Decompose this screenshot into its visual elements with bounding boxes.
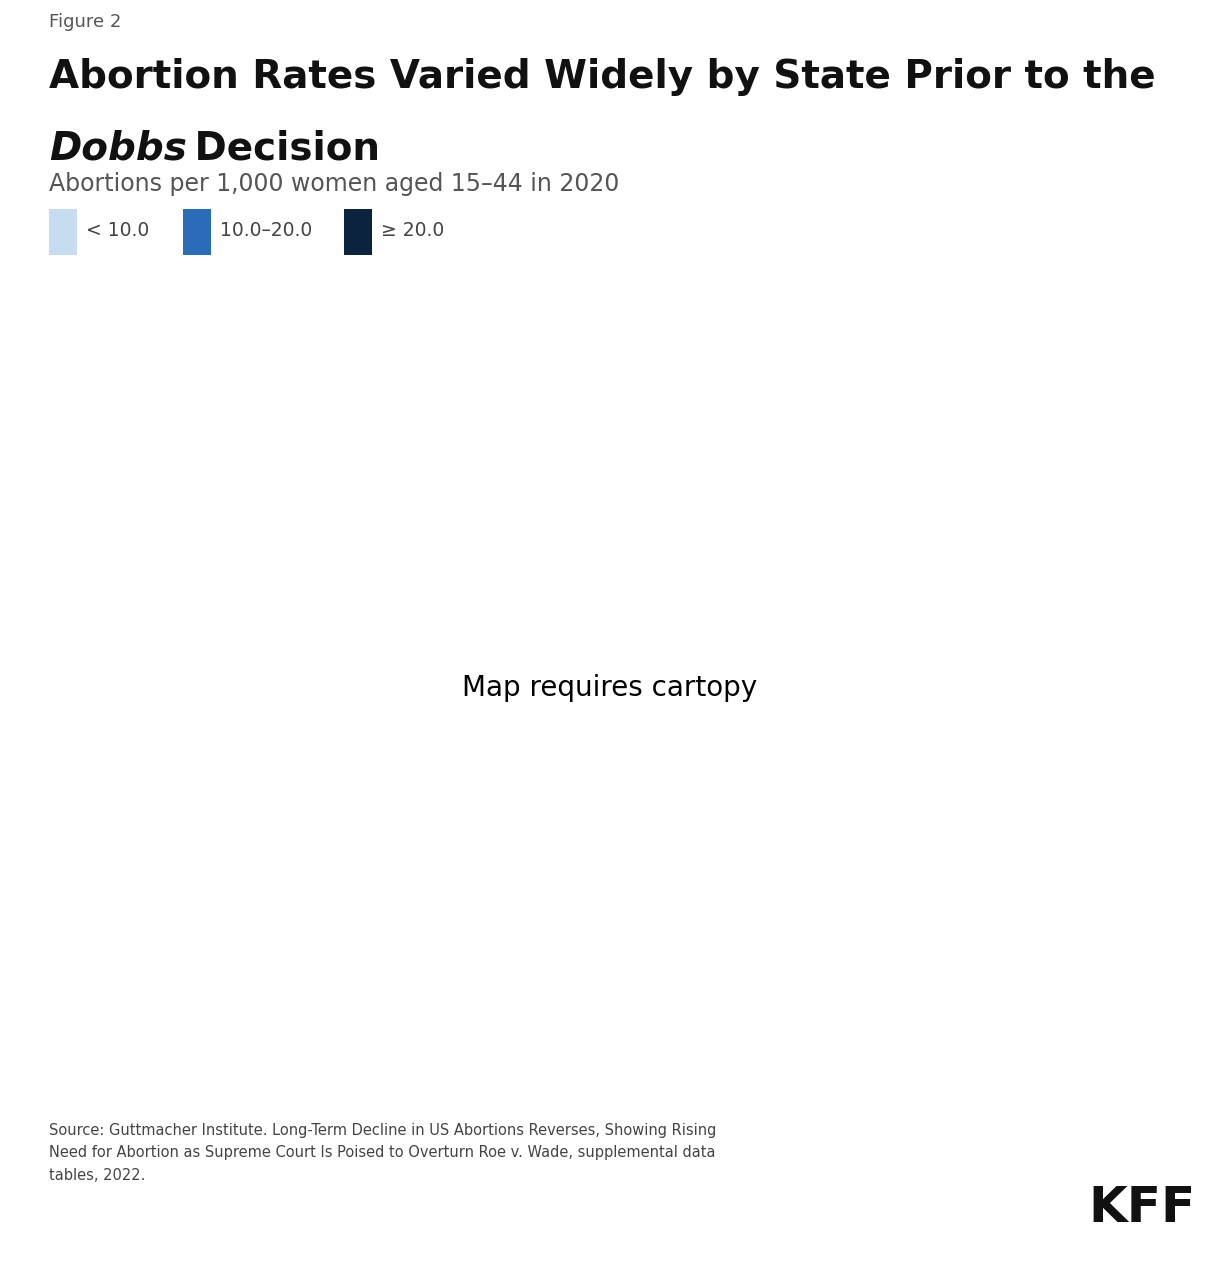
Text: 10.0–20.0: 10.0–20.0 — [220, 221, 312, 240]
Bar — [183, 209, 211, 255]
Text: Dobbs: Dobbs — [49, 130, 187, 168]
Text: Abortions per 1,000 women aged 15–44 in 2020: Abortions per 1,000 women aged 15–44 in … — [49, 172, 620, 196]
Text: Decision: Decision — [182, 130, 381, 168]
Bar — [49, 209, 77, 255]
Text: ≥ 20.0: ≥ 20.0 — [381, 221, 444, 240]
Text: < 10.0: < 10.0 — [85, 221, 149, 240]
Text: Source: Guttmacher Institute. Long-Term Decline in US Abortions Reverses, Showin: Source: Guttmacher Institute. Long-Term … — [49, 1123, 716, 1182]
Text: Figure 2: Figure 2 — [49, 13, 121, 30]
Text: Map requires cartopy: Map requires cartopy — [462, 674, 758, 702]
Text: KFF: KFF — [1088, 1184, 1196, 1232]
Bar — [344, 209, 372, 255]
Text: Abortion Rates Varied Widely by State Prior to the: Abortion Rates Varied Widely by State Pr… — [49, 58, 1155, 96]
